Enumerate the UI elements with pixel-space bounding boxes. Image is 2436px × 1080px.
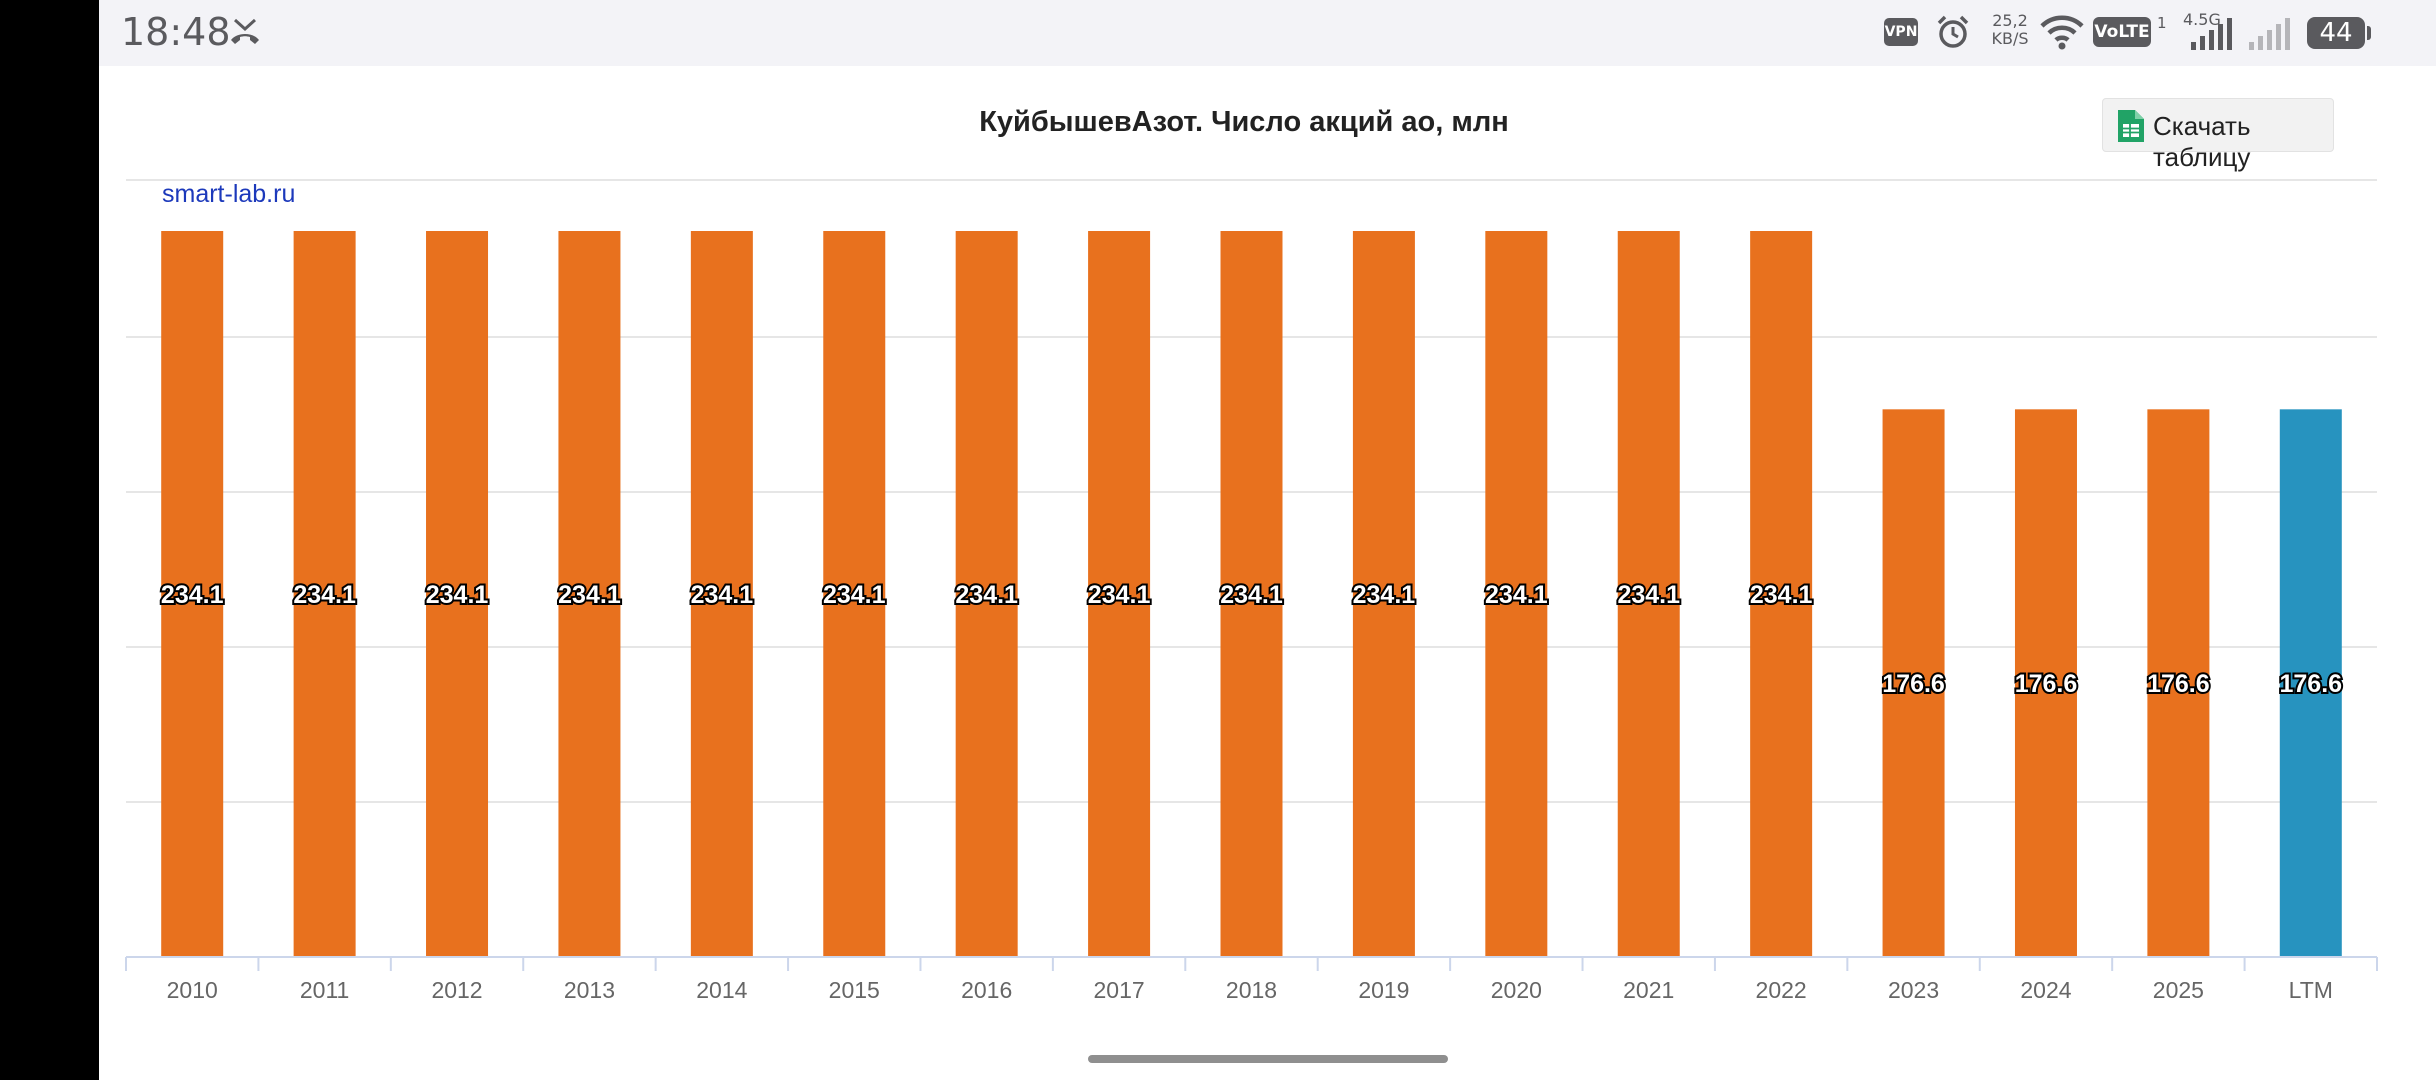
- x-tick-label: 2024: [2020, 977, 2071, 1003]
- bar: [161, 231, 224, 957]
- x-tick-label: 2019: [1358, 977, 1409, 1003]
- status-time: 18:48: [121, 10, 231, 54]
- x-tick-label: 2012: [431, 977, 482, 1003]
- watermark: smart-lab.ru: [162, 180, 296, 208]
- data-label: 234.1: [955, 581, 1018, 609]
- battery-icon: 44: [2307, 17, 2365, 49]
- bar: [2147, 409, 2210, 957]
- status-bar: 18:48 VPN 25,2 KB/S VoLTE 1 4.5G 44: [99, 0, 2436, 66]
- data-label: 234.1: [1617, 581, 1680, 609]
- data-label: 234.1: [161, 581, 224, 609]
- network-type: 4.5G: [2183, 10, 2221, 29]
- data-label: 234.1: [426, 581, 489, 609]
- data-label: 176.6: [1882, 670, 1945, 698]
- x-tick-label: 2010: [167, 977, 218, 1003]
- network-speed: 25,2 KB/S: [1985, 12, 2035, 48]
- bars: [161, 231, 2342, 957]
- data-label: 234.1: [1485, 581, 1548, 609]
- bar: [1088, 231, 1151, 957]
- bar: [823, 231, 886, 957]
- x-tick-label: 2016: [961, 977, 1012, 1003]
- x-tick-label: LTM: [2289, 977, 2333, 1003]
- data-label: 234.1: [1220, 581, 1283, 609]
- bar: [1220, 231, 1283, 957]
- x-axis: 2010 2011 2012 2013 2014 2015 2016 2017 2018 2019…: [125, 956, 2378, 1003]
- data-label: 234.1: [691, 581, 754, 609]
- bar: [2279, 409, 2342, 957]
- download-table-button[interactable]: Скачать таблицу: [2102, 98, 2334, 172]
- data-label: 176.6: [2015, 670, 2078, 698]
- missed-call-icon: [231, 18, 259, 44]
- volte-badge: VoLTE: [2093, 17, 2151, 47]
- bar: [1485, 231, 1548, 957]
- bar: [955, 231, 1018, 957]
- bar: [558, 231, 621, 957]
- bar: [2014, 409, 2077, 957]
- download-table-label: Скачать таблицу: [2153, 111, 2251, 172]
- data-label: 234.1: [1353, 581, 1416, 609]
- data-label: 234.1: [293, 581, 356, 609]
- bar: [426, 231, 489, 957]
- x-tick-label: 2011: [300, 977, 349, 1003]
- home-indicator[interactable]: [1088, 1055, 1448, 1063]
- data-label: 176.6: [2147, 670, 2210, 698]
- vpn-badge: VPN: [1884, 18, 1918, 46]
- bar: [293, 231, 356, 957]
- bar: [690, 231, 753, 957]
- data-label: 234.1: [558, 581, 621, 609]
- bar: [1750, 231, 1813, 957]
- battery-tip: [2367, 26, 2371, 40]
- wifi-icon: [2040, 15, 2084, 50]
- speed-value: 25,2: [1992, 11, 2028, 30]
- x-tick-label: 2020: [1491, 977, 1542, 1003]
- x-tick-label: 2013: [564, 977, 615, 1003]
- x-tick-label: 2017: [1094, 977, 1145, 1003]
- bar: [1617, 231, 1680, 957]
- data-labels: 234.1 234.1 234.1 234.1 234.1 234.1 234.1 234.1…: [159, 579, 2344, 700]
- alarm-icon: [1937, 15, 1969, 48]
- spreadsheet-icon: [2118, 110, 2144, 142]
- bar: [1352, 231, 1415, 957]
- screen-edge: [0, 0, 99, 1080]
- x-tick-label: 2014: [696, 977, 747, 1003]
- x-tick-label: 2022: [1756, 977, 1807, 1003]
- chart-title: КуйбышевАзот. Число акций ао, млн: [979, 106, 1509, 138]
- data-label: 234.1: [1750, 581, 1813, 609]
- x-tick-label: 2023: [1888, 977, 1939, 1003]
- x-tick-label: 2015: [829, 977, 880, 1003]
- signal-icon: [2191, 18, 2232, 50]
- bar: [1882, 409, 1945, 957]
- data-label: 176.6: [2280, 670, 2343, 698]
- data-label: 234.1: [823, 581, 886, 609]
- data-label: 234.1: [1088, 581, 1151, 609]
- sim-index: 1: [2157, 14, 2167, 32]
- signal-icon-sim2: [2249, 18, 2290, 50]
- x-tick-label: 2018: [1226, 977, 1277, 1003]
- speed-unit: KB/S: [1991, 29, 2029, 48]
- x-tick-label: 2021: [1623, 977, 1674, 1003]
- x-tick-label: 2025: [2153, 977, 2204, 1003]
